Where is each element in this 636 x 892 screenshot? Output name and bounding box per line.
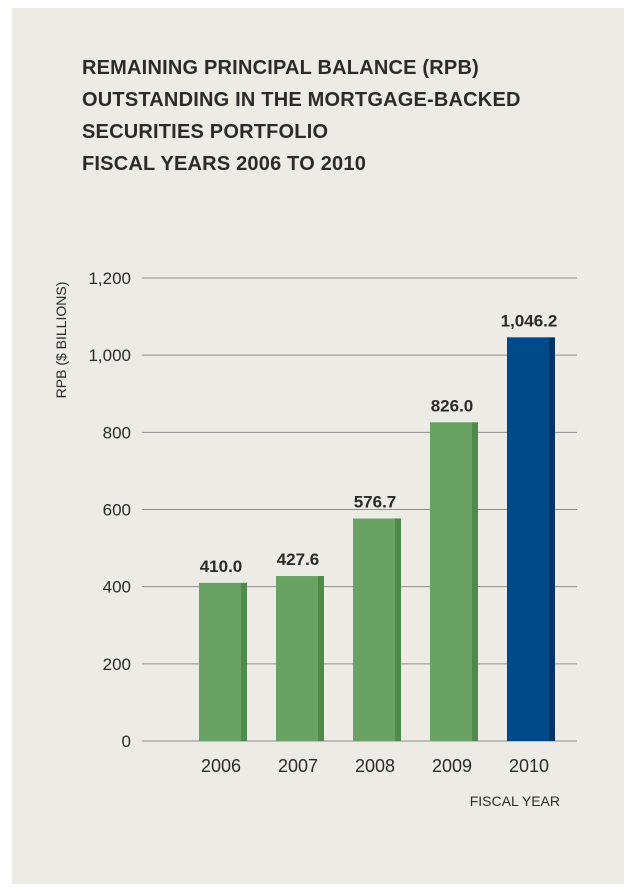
x-axis-title: FISCAL YEAR: [470, 793, 560, 809]
y-tick-labels: 0 200 400 600 800 1,000 1,200: [88, 269, 131, 751]
x-tick-label-2007: 2007: [278, 756, 318, 776]
chart-title: REMAINING PRINCIPAL BALANCE (RPB) OUTSTA…: [82, 52, 602, 180]
bar-side-2006: [241, 582, 247, 741]
chart-title-line-1: REMAINING PRINCIPAL BALANCE (RPB): [82, 57, 479, 79]
bar-side-2009: [472, 422, 478, 741]
bar-2007: [276, 576, 318, 741]
bar-2006: [199, 582, 241, 741]
bar-side-2010: [549, 337, 555, 741]
bar-side-2007: [318, 576, 324, 741]
bar-2009: [430, 422, 472, 741]
bar-2008: [353, 518, 395, 741]
bars: [199, 337, 555, 741]
x-tick-labels: 2006 2007 2008 2009 2010: [201, 756, 549, 776]
y-tick-label: 800: [103, 423, 131, 442]
chart-title-line-3: SECURITIES PORTFOLIO: [82, 121, 329, 143]
chart-title-line-2: OUTSTANDING IN THE MORTGAGE-BACKED: [82, 89, 521, 111]
x-tick-label-2009: 2009: [432, 756, 472, 776]
y-tick-label: 0: [122, 732, 131, 751]
y-axis-title: RPB ($ BILLIONS): [53, 282, 69, 399]
y-tick-label: 600: [103, 501, 131, 520]
y-tick-label: 1,000: [88, 346, 131, 365]
data-label-2010: 1,046.2: [501, 311, 558, 330]
x-tick-label-2010: 2010: [509, 756, 549, 776]
y-tick-label: 400: [103, 578, 131, 597]
y-tick-label: 1,200: [88, 269, 131, 288]
data-label-2009: 826.0: [431, 396, 474, 415]
x-tick-label-2008: 2008: [355, 756, 395, 776]
data-label-2008: 576.7: [354, 492, 397, 511]
chart-title-line-4: FISCAL YEARS 2006 TO 2010: [82, 153, 367, 175]
x-tick-label-2006: 2006: [201, 756, 241, 776]
data-label-2007: 427.6: [277, 550, 320, 569]
data-labels: 410.0 427.6 576.7 826.0 1,046.2: [200, 311, 558, 575]
data-label-2006: 410.0: [200, 557, 243, 576]
y-tick-label: 200: [103, 655, 131, 674]
bar-2010: [507, 337, 549, 741]
bar-side-2008: [395, 518, 401, 741]
